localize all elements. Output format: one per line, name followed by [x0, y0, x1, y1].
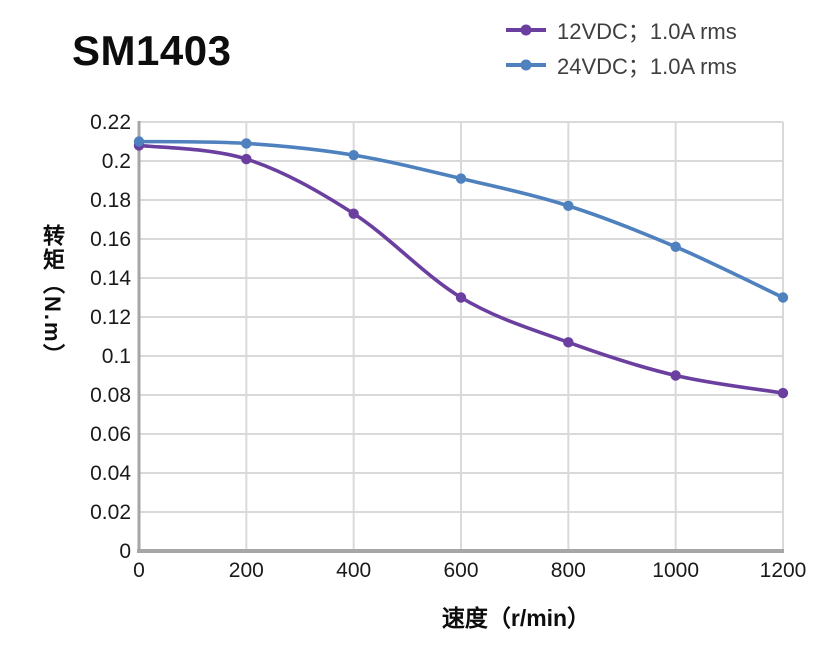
y-tick-label: 0.22 [90, 111, 131, 134]
x-tick-label: 600 [443, 559, 478, 582]
y-tick-label: 0.12 [90, 306, 131, 329]
legend-label-12vdc: 12VDC；1.0A rms [557, 18, 737, 44]
y-tick-label: 0.02 [90, 501, 131, 524]
data-point-marker-12vdc [455, 292, 467, 303]
data-point-marker-24vdc [670, 241, 681, 252]
x-tick-label: 1000 [652, 559, 699, 582]
x-tick-label: 800 [551, 559, 586, 582]
x-tick-label: 0 [133, 559, 145, 582]
data-point-marker-24vdc [563, 200, 574, 212]
legend-line-marker-24vdc-icon [506, 59, 546, 70]
legend-label-24vdc: 24VDC；1.0A rms [557, 53, 737, 79]
legend-line-marker-12vdc-icon [506, 24, 546, 35]
x-axis-title: 速度（r/min） [441, 605, 591, 631]
data-point-marker-24vdc [348, 149, 359, 161]
y-tick-label: 0.1 [102, 345, 131, 368]
data-point-marker-24vdc [455, 173, 467, 184]
y-tick-label: 0.06 [90, 423, 131, 446]
x-tick-label: 200 [229, 559, 264, 582]
y-tick-label: 0.04 [90, 462, 131, 485]
y-tick-label: 0.08 [90, 384, 131, 407]
y-tick-label: 0.2 [102, 150, 131, 173]
y-tick-label: 0 [119, 540, 131, 563]
x-tick-label: 400 [336, 559, 371, 582]
y-tick-label: 0.16 [90, 228, 131, 251]
x-tick-label: 1200 [760, 559, 807, 582]
data-point-marker-12vdc [563, 337, 574, 348]
data-point-marker-12vdc [241, 153, 252, 165]
y-tick-label: 0.18 [90, 189, 131, 212]
legend: 12VDC；1.0A rms 24VDC；1.0A rms [505, 12, 737, 82]
data-point-marker-12vdc [670, 370, 681, 381]
data-point-marker-24vdc [777, 292, 789, 303]
chart-title: SM1403 [72, 27, 232, 74]
y-tick-label: 0.14 [90, 267, 131, 290]
data-point-marker-24vdc [241, 138, 252, 149]
legend-item-24vdc: 24VDC；1.0A rms [505, 47, 737, 82]
data-point-marker-12vdc [348, 208, 359, 219]
data-point-marker-12vdc [777, 387, 789, 399]
y-axis-title: 转矩（N.m） [40, 224, 65, 368]
data-point-marker-24vdc [133, 136, 145, 147]
legend-item-12vdc: 12VDC；1.0A rms [505, 12, 737, 47]
